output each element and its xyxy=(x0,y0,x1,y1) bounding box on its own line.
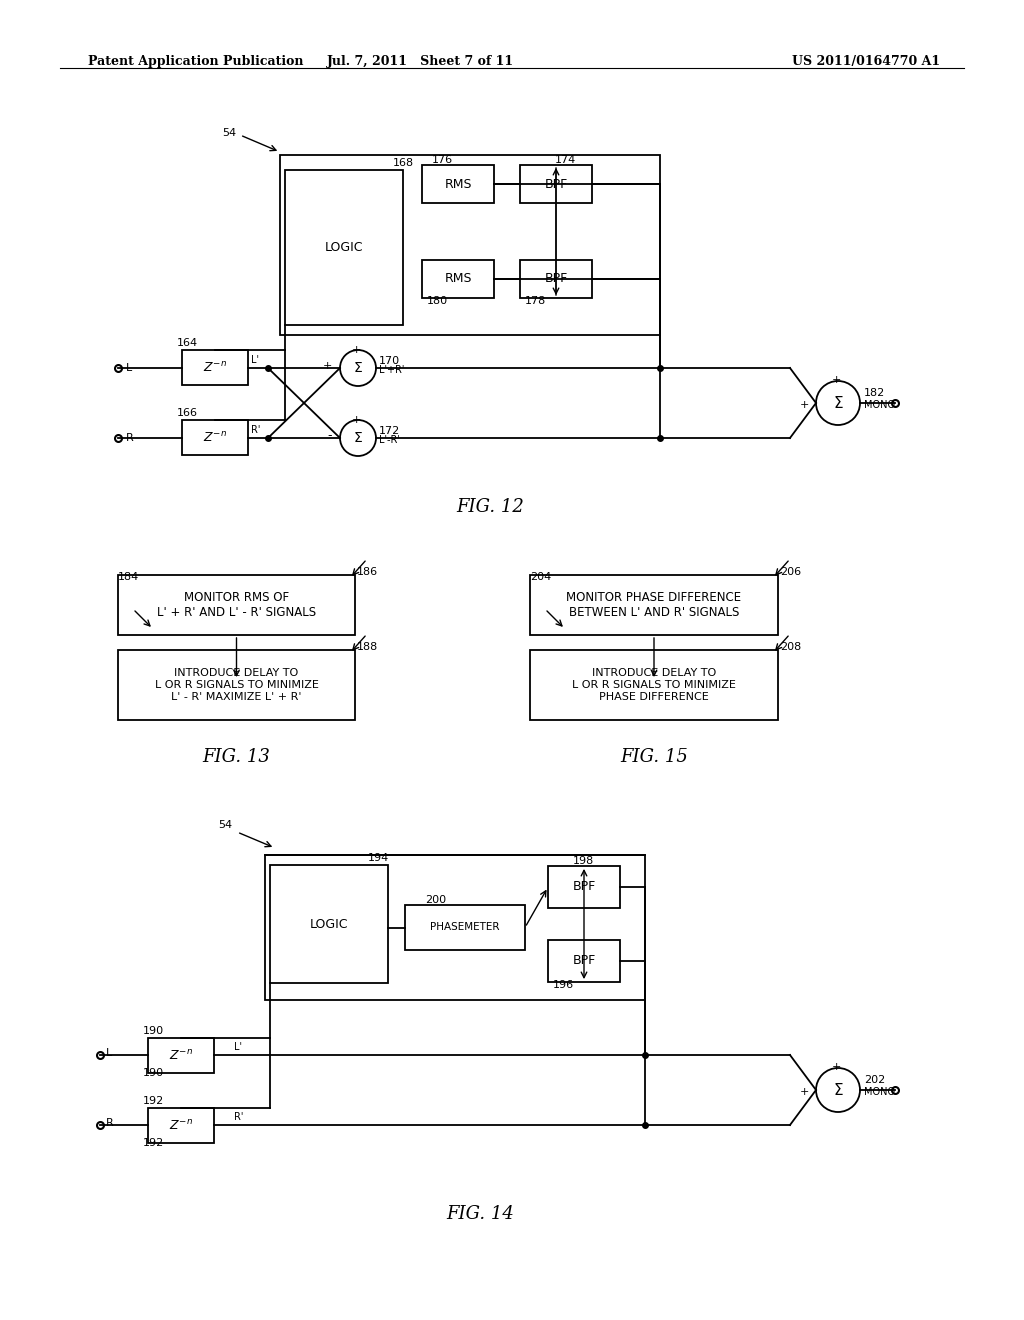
Text: $\Sigma$: $\Sigma$ xyxy=(353,432,362,445)
Text: $\Sigma$: $\Sigma$ xyxy=(353,360,362,375)
FancyBboxPatch shape xyxy=(406,906,525,950)
FancyBboxPatch shape xyxy=(548,940,620,982)
Text: L': L' xyxy=(251,355,259,366)
Text: +: + xyxy=(831,375,841,385)
Text: INTRODUCE DELAY TO
L OR R SIGNALS TO MINIMIZE
PHASE DIFFERENCE: INTRODUCE DELAY TO L OR R SIGNALS TO MIN… xyxy=(572,668,736,702)
Text: 192: 192 xyxy=(143,1096,164,1106)
Text: -: - xyxy=(328,429,332,442)
Text: Patent Application Publication: Patent Application Publication xyxy=(88,55,303,69)
Text: FIG. 15: FIG. 15 xyxy=(621,748,688,766)
Text: 186: 186 xyxy=(357,568,378,577)
Text: FIG. 14: FIG. 14 xyxy=(446,1205,514,1224)
Text: BPF: BPF xyxy=(572,880,596,894)
Text: FIG. 12: FIG. 12 xyxy=(456,498,524,516)
Text: 208: 208 xyxy=(780,642,801,652)
Text: R: R xyxy=(126,433,134,444)
FancyBboxPatch shape xyxy=(118,649,355,719)
FancyBboxPatch shape xyxy=(148,1038,214,1073)
Text: MONITOR PHASE DIFFERENCE
BETWEEN L' AND R' SIGNALS: MONITOR PHASE DIFFERENCE BETWEEN L' AND … xyxy=(566,591,741,619)
Text: R': R' xyxy=(234,1111,244,1122)
Text: $\Sigma$: $\Sigma$ xyxy=(833,1082,844,1098)
Text: $Z^{-n}$: $Z^{-n}$ xyxy=(203,360,227,375)
Text: 176: 176 xyxy=(432,154,454,165)
Text: 54: 54 xyxy=(222,128,237,139)
Text: Jul. 7, 2011   Sheet 7 of 11: Jul. 7, 2011 Sheet 7 of 11 xyxy=(327,55,514,69)
Text: RMS: RMS xyxy=(444,177,472,190)
Text: $Z^{-n}$: $Z^{-n}$ xyxy=(203,430,227,445)
Text: +: + xyxy=(800,1086,809,1097)
Text: 206: 206 xyxy=(780,568,801,577)
Text: 196: 196 xyxy=(553,979,574,990)
Text: $Z^{-n}$: $Z^{-n}$ xyxy=(169,1048,193,1063)
Text: 190: 190 xyxy=(143,1068,164,1078)
FancyBboxPatch shape xyxy=(520,165,592,203)
Text: L: L xyxy=(106,1048,113,1059)
Text: 204: 204 xyxy=(530,572,551,582)
Text: $Z^{-n}$: $Z^{-n}$ xyxy=(169,1118,193,1133)
Text: +: + xyxy=(323,360,332,371)
Text: +: + xyxy=(351,345,360,355)
Text: 164: 164 xyxy=(177,338,198,348)
Text: 184: 184 xyxy=(118,572,139,582)
Text: +: + xyxy=(800,400,809,411)
Text: FIG. 13: FIG. 13 xyxy=(203,748,270,766)
Text: 202: 202 xyxy=(864,1074,886,1085)
Text: $\Sigma$: $\Sigma$ xyxy=(833,395,844,411)
Text: LOGIC: LOGIC xyxy=(325,242,364,253)
FancyBboxPatch shape xyxy=(530,576,778,635)
Text: 172: 172 xyxy=(379,426,400,436)
FancyBboxPatch shape xyxy=(520,260,592,298)
Text: BPF: BPF xyxy=(545,177,567,190)
Text: 190: 190 xyxy=(143,1026,164,1036)
Text: L': L' xyxy=(234,1041,242,1052)
Text: RMS: RMS xyxy=(444,272,472,285)
FancyBboxPatch shape xyxy=(270,865,388,983)
Text: R: R xyxy=(106,1118,114,1129)
Text: 174: 174 xyxy=(555,154,577,165)
Text: BPF: BPF xyxy=(572,954,596,968)
Text: +: + xyxy=(831,1063,841,1072)
Text: 182: 182 xyxy=(864,388,886,399)
Text: L'+R': L'+R' xyxy=(379,366,404,375)
FancyBboxPatch shape xyxy=(422,165,494,203)
Text: L: L xyxy=(126,363,132,374)
Text: R': R' xyxy=(251,425,260,436)
Text: 192: 192 xyxy=(143,1138,164,1148)
FancyBboxPatch shape xyxy=(118,576,355,635)
Text: MONO: MONO xyxy=(864,400,895,411)
Text: 194: 194 xyxy=(368,853,389,863)
FancyBboxPatch shape xyxy=(182,350,248,385)
FancyBboxPatch shape xyxy=(422,260,494,298)
Text: BPF: BPF xyxy=(545,272,567,285)
Text: 198: 198 xyxy=(573,855,594,866)
FancyBboxPatch shape xyxy=(548,866,620,908)
FancyBboxPatch shape xyxy=(285,170,403,325)
FancyBboxPatch shape xyxy=(530,649,778,719)
Text: MONO: MONO xyxy=(864,1086,895,1097)
FancyBboxPatch shape xyxy=(182,420,248,455)
Text: 168: 168 xyxy=(393,158,414,168)
Text: 166: 166 xyxy=(177,408,198,418)
Text: US 2011/0164770 A1: US 2011/0164770 A1 xyxy=(792,55,940,69)
Text: +: + xyxy=(351,414,360,425)
Text: MONITOR RMS OF
L' + R' AND L' - R' SIGNALS: MONITOR RMS OF L' + R' AND L' - R' SIGNA… xyxy=(157,591,316,619)
Text: L'-R': L'-R' xyxy=(379,436,400,445)
Text: 54: 54 xyxy=(218,820,232,830)
Text: PHASEMETER: PHASEMETER xyxy=(430,923,500,932)
Text: 188: 188 xyxy=(357,642,378,652)
Text: 200: 200 xyxy=(425,895,446,906)
Text: 180: 180 xyxy=(427,296,449,306)
Text: INTRODUCE DELAY TO
L OR R SIGNALS TO MINIMIZE
L' - R' MAXIMIZE L' + R': INTRODUCE DELAY TO L OR R SIGNALS TO MIN… xyxy=(155,668,318,702)
FancyBboxPatch shape xyxy=(148,1107,214,1143)
Text: LOGIC: LOGIC xyxy=(309,917,348,931)
Text: 178: 178 xyxy=(525,296,546,306)
Text: 170: 170 xyxy=(379,356,400,366)
